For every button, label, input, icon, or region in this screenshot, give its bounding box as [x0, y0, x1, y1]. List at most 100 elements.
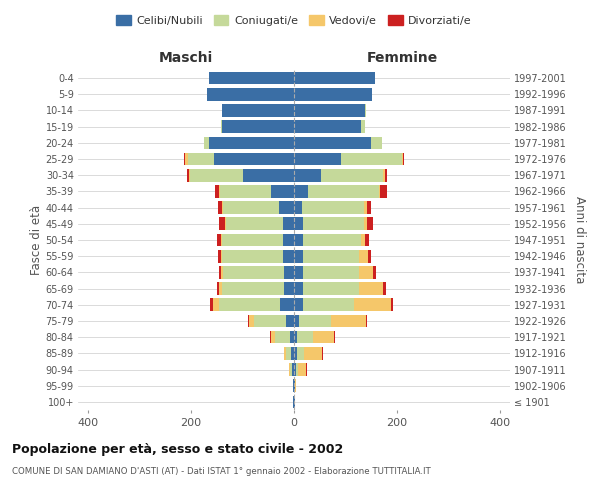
Bar — [221, 266, 223, 278]
Bar — [214, 152, 294, 166]
Bar — [215, 185, 220, 198]
Bar — [373, 266, 376, 278]
Bar — [353, 298, 391, 311]
Bar — [219, 218, 225, 230]
Bar — [306, 363, 307, 376]
Text: COMUNE DI SAN DAMIANO D'ASTI (AT) - Dati ISTAT 1° gennaio 2002 - Elaborazione TU: COMUNE DI SAN DAMIANO D'ASTI (AT) - Dati… — [12, 468, 431, 476]
Bar — [361, 234, 365, 246]
Bar — [294, 120, 361, 133]
Bar — [296, 347, 304, 360]
Bar — [217, 282, 220, 295]
Bar — [271, 331, 275, 344]
Bar — [210, 298, 213, 311]
Bar — [280, 298, 294, 311]
Bar — [218, 250, 221, 262]
Text: Femmine: Femmine — [367, 51, 437, 65]
Bar — [296, 363, 298, 376]
Bar — [303, 218, 364, 230]
Bar — [204, 136, 209, 149]
Bar — [294, 380, 295, 392]
Bar — [249, 314, 254, 328]
Bar — [286, 314, 294, 328]
Bar — [294, 347, 296, 360]
Bar — [289, 363, 290, 376]
Bar — [222, 120, 294, 133]
Bar — [379, 185, 380, 198]
Bar — [294, 314, 299, 328]
Bar — [220, 282, 222, 295]
Bar — [184, 152, 185, 166]
Bar — [341, 152, 402, 166]
Bar — [206, 88, 294, 101]
Bar — [223, 202, 278, 214]
Bar — [221, 120, 222, 133]
Bar — [294, 185, 308, 198]
Bar — [385, 169, 387, 181]
Bar — [185, 152, 188, 166]
Y-axis label: Anni di nascita: Anni di nascita — [572, 196, 586, 284]
Bar — [221, 234, 222, 246]
Bar — [294, 234, 303, 246]
Bar — [286, 347, 292, 360]
Bar — [302, 202, 364, 214]
Bar — [222, 234, 283, 246]
Bar — [403, 152, 404, 166]
Bar — [367, 202, 371, 214]
Bar — [402, 152, 403, 166]
Bar — [294, 331, 296, 344]
Bar — [299, 314, 331, 328]
Bar — [220, 185, 271, 198]
Bar — [222, 104, 294, 117]
Bar — [292, 347, 294, 360]
Bar — [294, 104, 365, 117]
Bar — [294, 136, 371, 149]
Bar — [294, 250, 303, 262]
Bar — [313, 331, 334, 344]
Bar — [371, 136, 382, 149]
Bar — [226, 218, 283, 230]
Bar — [359, 266, 373, 278]
Bar — [218, 202, 222, 214]
Bar — [294, 152, 341, 166]
Bar — [187, 169, 189, 181]
Bar — [275, 331, 290, 344]
Bar — [209, 136, 294, 149]
Bar — [391, 298, 393, 311]
Text: Maschi: Maschi — [159, 51, 213, 65]
Bar — [213, 298, 219, 311]
Bar — [295, 380, 296, 392]
Bar — [225, 218, 226, 230]
Bar — [303, 266, 359, 278]
Bar — [284, 266, 294, 278]
Bar — [271, 185, 294, 198]
Bar — [298, 363, 306, 376]
Bar — [219, 298, 280, 311]
Bar — [221, 250, 222, 262]
Bar — [217, 234, 221, 246]
Bar — [294, 363, 296, 376]
Bar — [331, 314, 366, 328]
Bar — [303, 234, 361, 246]
Bar — [189, 169, 190, 181]
Bar — [334, 331, 335, 344]
Bar — [380, 185, 386, 198]
Bar — [294, 202, 302, 214]
Bar — [368, 250, 371, 262]
Bar — [284, 347, 286, 360]
Bar — [294, 169, 321, 181]
Bar — [290, 363, 292, 376]
Bar — [367, 218, 373, 230]
Bar — [223, 266, 284, 278]
Bar — [359, 250, 368, 262]
Bar — [383, 169, 385, 181]
Bar — [283, 250, 294, 262]
Legend: Celibi/Nubili, Coniugati/e, Vedovi/e, Divorziati/e: Celibi/Nubili, Coniugati/e, Vedovi/e, Di… — [112, 10, 476, 30]
Bar — [296, 331, 313, 344]
Bar — [294, 282, 303, 295]
Bar — [284, 282, 294, 295]
Bar — [383, 282, 386, 295]
Bar — [359, 282, 383, 295]
Bar — [292, 363, 294, 376]
Bar — [294, 88, 372, 101]
Bar — [366, 314, 367, 328]
